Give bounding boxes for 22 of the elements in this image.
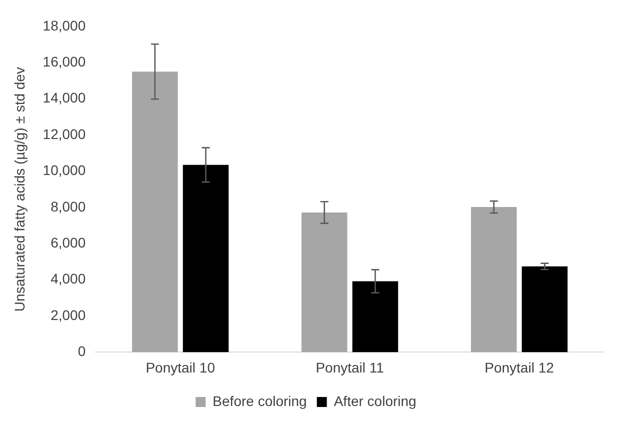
y-axis-title: Unsaturated fatty acids (µg/g) ± std dev	[11, 67, 28, 312]
y-tick-label: 10,000	[42, 162, 86, 178]
bar	[132, 72, 178, 352]
y-tick-label: 16,000	[42, 53, 86, 70]
y-tick-label: 8,000	[50, 198, 86, 214]
x-tick-label: Ponytail 10	[146, 359, 216, 376]
y-tick-label: 2,000	[50, 306, 86, 323]
y-tick-label: 6,000	[50, 234, 86, 250]
bar	[470, 207, 517, 352]
bar	[182, 164, 229, 352]
y-tick-label: 18,000	[42, 17, 86, 34]
y-tick-label: 0	[78, 343, 86, 360]
bar	[302, 212, 348, 352]
x-tick-label: Ponytail 11	[316, 359, 384, 376]
y-tick-label: 12,000	[42, 126, 86, 142]
y-tick-label: 14,000	[42, 90, 86, 106]
legend-label: After coloring	[334, 392, 416, 409]
bar	[522, 266, 568, 352]
bar	[352, 281, 398, 352]
x-tick-label: Ponytail 12	[484, 359, 554, 376]
legend-label: Before coloring	[212, 392, 307, 409]
y-tick-label: 4,000	[50, 270, 86, 287]
